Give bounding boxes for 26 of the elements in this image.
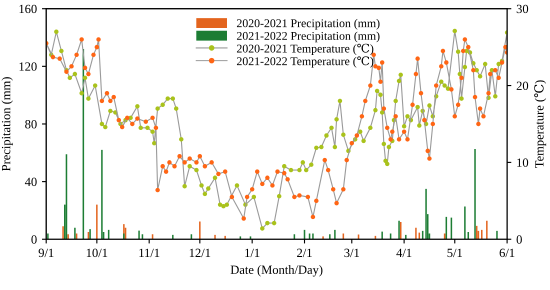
y2-axis-title: Temperature (℃) [534, 80, 546, 168]
x-tick-label: 12/1 [190, 248, 210, 258]
x-tick-label: 10/1 [86, 248, 108, 258]
legend-label: 2021-2022 Precipitation (mm) [236, 32, 380, 42]
legend-label: 2021-2022 Temperature (℃) [236, 56, 374, 68]
y2-tick-label: 0 [516, 235, 522, 244]
x-axis-title: Date (Month/Day) [230, 265, 322, 277]
y-tick-label: 160 [20, 4, 37, 14]
x-tick-label: 1/1 [245, 248, 260, 258]
x-tick-label: 3/1 [344, 248, 360, 258]
x-tick-label: 6/1 [500, 248, 514, 258]
y2-tick-label: 30 [516, 4, 528, 14]
y-tick-label: 40 [24, 178, 37, 186]
x-tick-label: 4/1 [396, 248, 412, 258]
y-tick-label: 0 [31, 235, 37, 244]
x-tick-label: 5/1 [448, 248, 462, 258]
y2-tick-label: 20 [516, 82, 528, 90]
x-tick-label: 2/1 [297, 248, 312, 258]
x-tick-label: 11/1 [139, 248, 160, 258]
y-tick-label: 120 [20, 62, 37, 71]
y2-tick-label: 10 [517, 158, 528, 167]
y-axis-title: Precipitation (mm) [2, 77, 13, 171]
legend-label: 2020-2021 Precipitation (mm) [236, 18, 380, 30]
legend-label: 2020-2021 Temperature (℃) [236, 44, 374, 55]
y-tick-label: 80 [25, 120, 37, 128]
x-tick-label: 9/1 [38, 248, 54, 258]
